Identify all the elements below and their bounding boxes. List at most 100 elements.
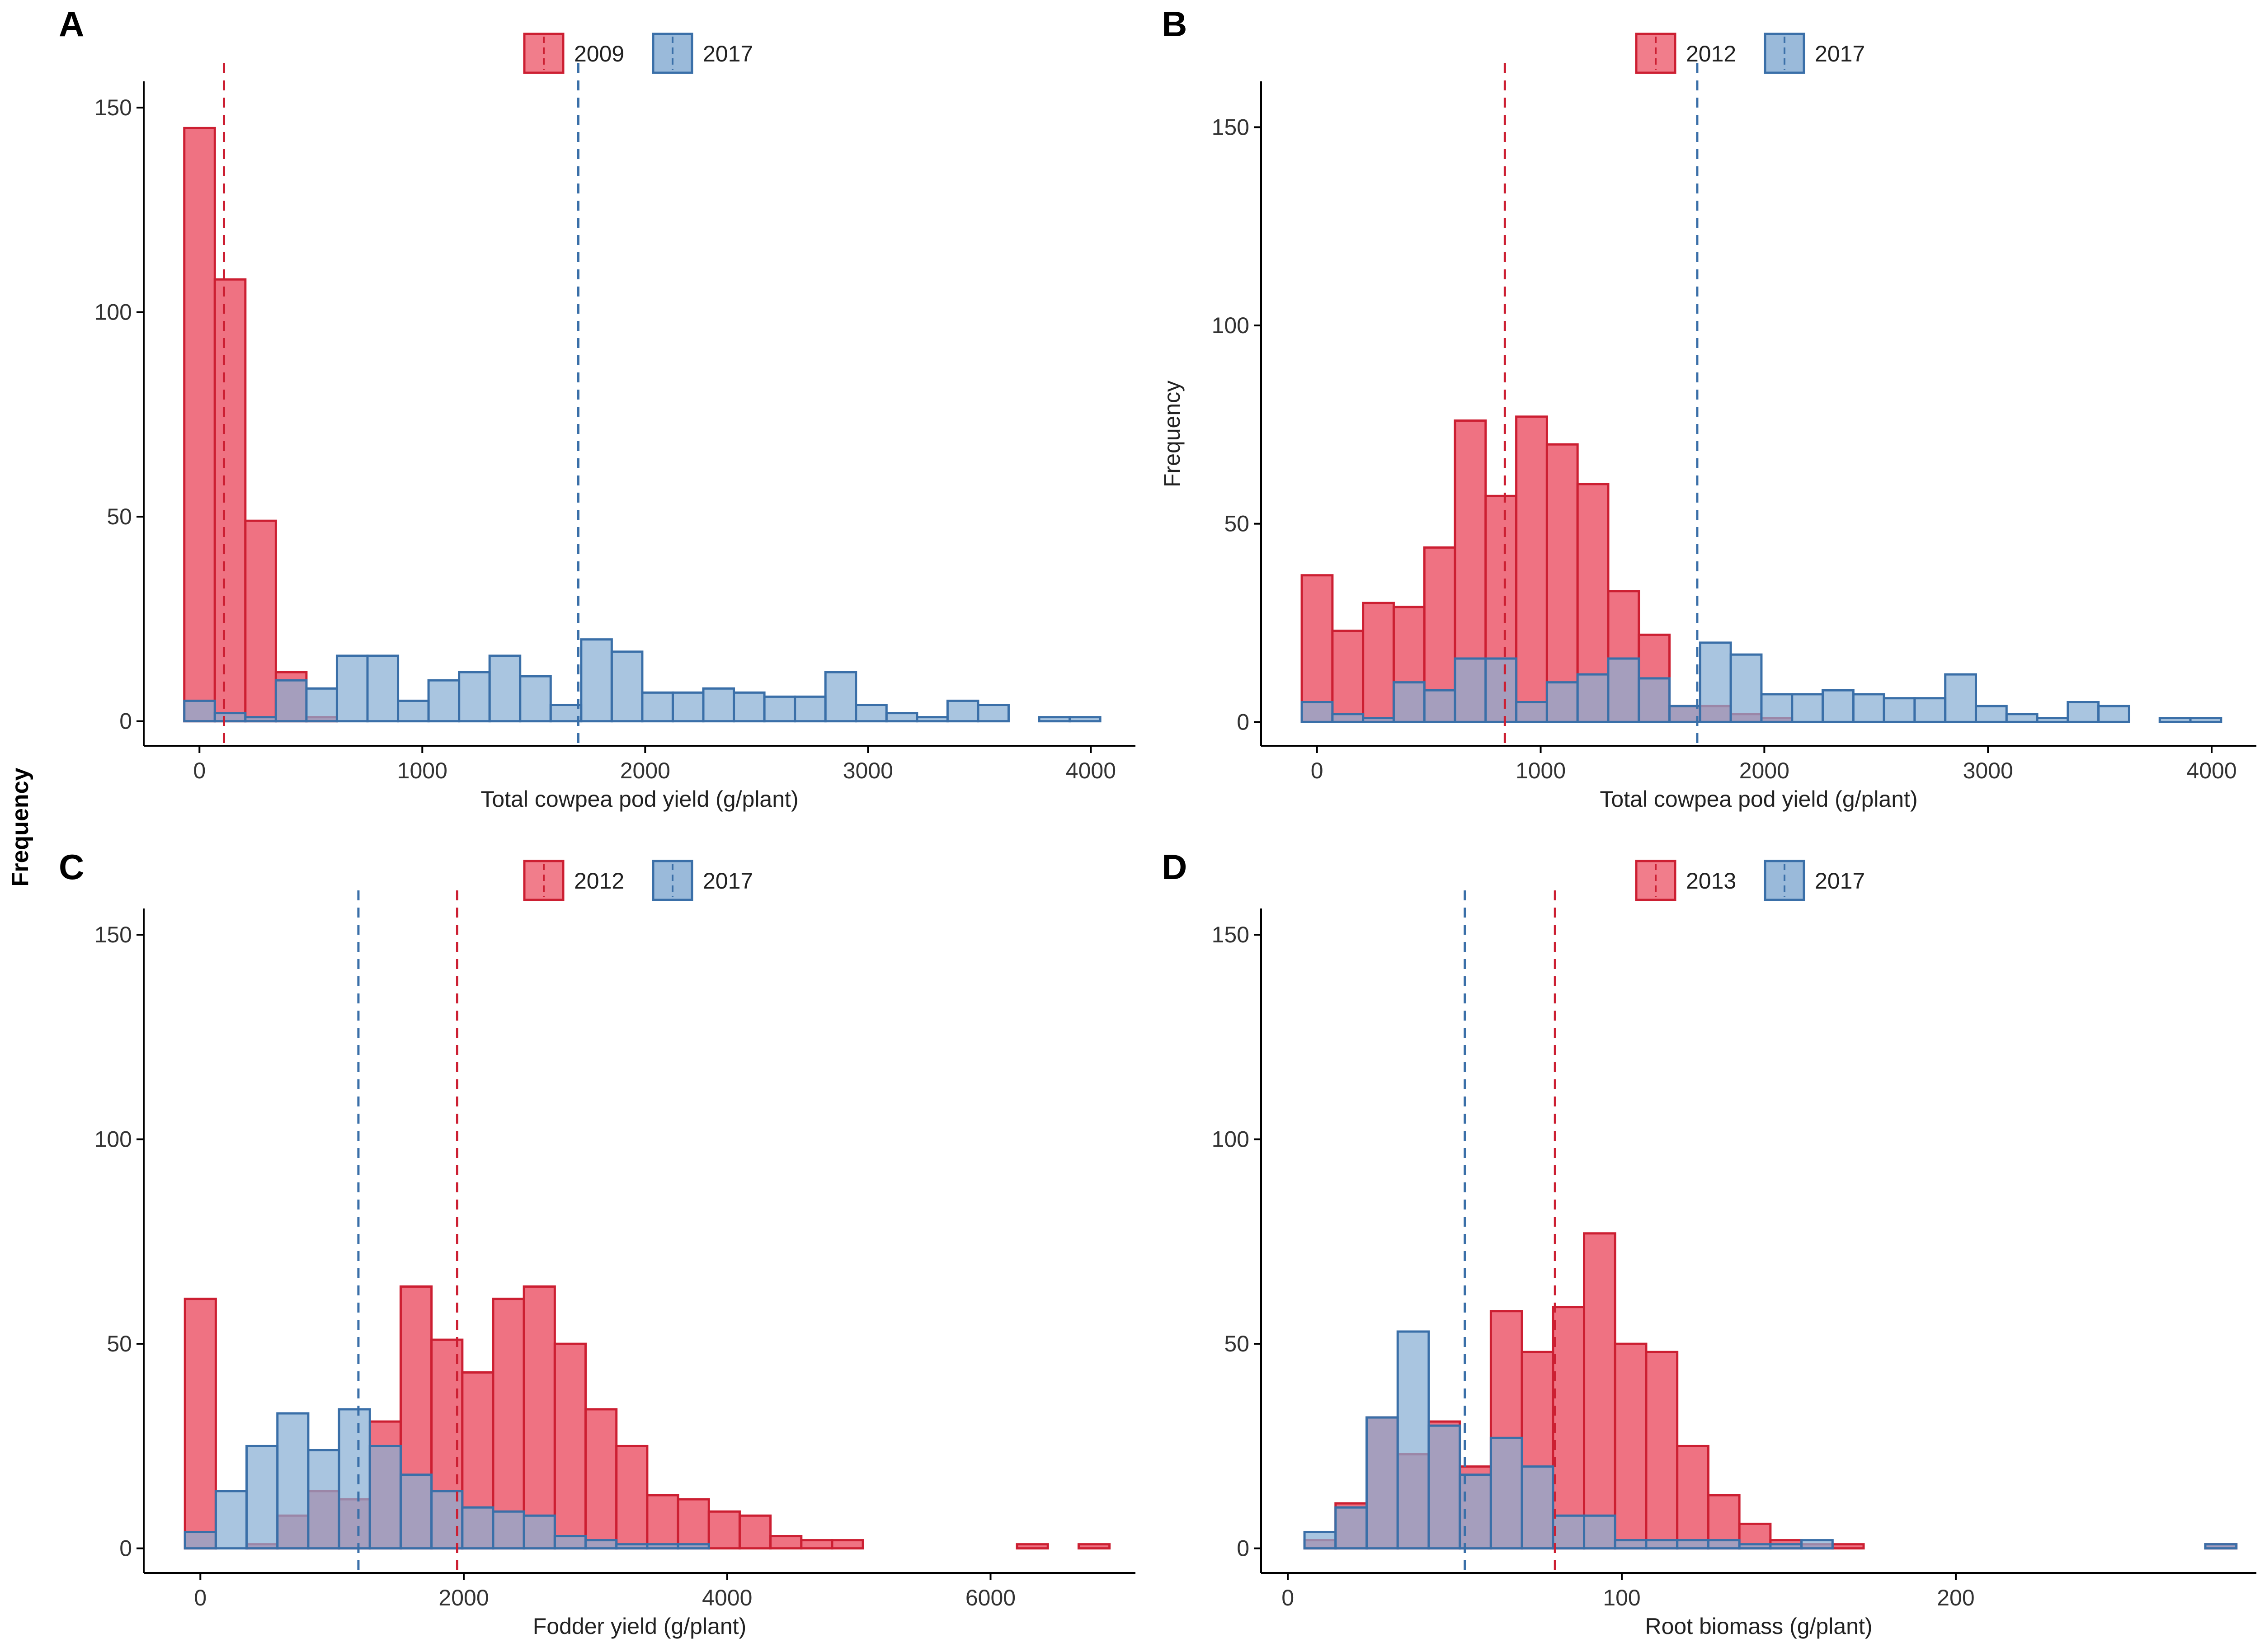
histogram-bar — [397, 699, 430, 723]
histogram-bar — [213, 278, 247, 723]
histogram-bar — [1645, 1539, 1679, 1550]
histogram-bar — [492, 1510, 525, 1550]
histogram-bar — [646, 1494, 679, 1550]
histogram-bar — [461, 1506, 494, 1550]
legend-label: 2012 — [574, 868, 624, 894]
histogram-bar — [1515, 415, 1548, 723]
legend-item-2009: 2009 — [523, 33, 624, 74]
histogram-bar — [213, 712, 247, 723]
histogram-bar — [488, 654, 522, 723]
legend-item-2017: 2017 — [1764, 860, 1865, 901]
histogram-bar — [946, 699, 979, 723]
x-tick-label: 1000 — [397, 758, 447, 783]
histogram-bar — [1707, 1539, 1741, 1550]
series-2017 — [1300, 641, 2222, 723]
histogram-bar — [368, 1445, 402, 1550]
y-tick-label: 0 — [119, 709, 132, 734]
histogram-bar — [671, 691, 705, 723]
x-tick-label: 2000 — [620, 758, 670, 783]
series-2009 — [183, 127, 338, 723]
y-axis-label: Frequency — [1159, 381, 1185, 487]
histogram-bar — [244, 716, 277, 723]
histogram-bar — [1676, 1445, 1709, 1550]
series-2017 — [1303, 1330, 2238, 1550]
histogram-bar — [2189, 717, 2222, 723]
y-tick-label: 100 — [94, 1127, 132, 1152]
y-tick-label: 150 — [94, 922, 132, 947]
histogram-bar — [615, 1543, 649, 1550]
legend-label: 2017 — [1815, 868, 1865, 894]
histogram-bar — [794, 695, 827, 723]
histogram-bar — [1791, 693, 1824, 723]
histogram-bar — [1423, 689, 1456, 723]
x-axis-label: Total cowpea pod yield (g/plant) — [1600, 786, 1917, 812]
histogram-bar — [183, 127, 216, 723]
histogram-bar — [610, 650, 644, 723]
histogram-bar — [1489, 1436, 1523, 1550]
histogram-bar — [2158, 717, 2192, 723]
x-axis-label: Root biomass (g/plant) — [1645, 1614, 1872, 1639]
x-tick-label: 4000 — [702, 1585, 752, 1610]
histogram-bar — [1738, 1543, 1772, 1550]
panel-d: D 0 50 100 150 0 100 200 Root biomass (g/plant) 2… — [1162, 847, 2256, 1639]
histogram-bar — [1545, 681, 1579, 723]
y-tick-label: 0 — [119, 1536, 132, 1561]
histogram-bar — [1365, 1416, 1399, 1550]
panel-letter: D — [1162, 847, 1187, 887]
y-tick-label: 150 — [1212, 922, 1249, 947]
histogram-bar — [916, 716, 949, 723]
histogram-bar — [1484, 657, 1518, 723]
series-2017 — [184, 1408, 710, 1550]
histogram-bar — [1944, 673, 1977, 723]
y-tick-label: 0 — [1237, 709, 1249, 734]
histogram-bar — [800, 1539, 833, 1550]
histogram-bar — [183, 699, 216, 723]
histogram-bar — [1607, 657, 1640, 723]
histogram-bar — [1303, 1530, 1337, 1550]
histogram-bar — [305, 687, 338, 723]
histogram-bar — [1331, 713, 1365, 723]
histogram-bar — [549, 703, 583, 723]
histogram-bar — [2067, 701, 2100, 723]
legend-label: 2017 — [703, 41, 753, 66]
legend-item-2012: 2012 — [523, 860, 624, 901]
histogram-bar — [1583, 1232, 1616, 1550]
legend-label: 2017 — [1815, 41, 1865, 66]
histogram-bar — [1392, 681, 1426, 723]
panel-letter: B — [1162, 4, 1187, 44]
histogram-bar — [519, 675, 552, 723]
histogram-bar — [763, 695, 796, 723]
histogram-bar — [1614, 1342, 1648, 1550]
histogram-bar — [1699, 641, 1732, 723]
panel-letter: A — [59, 4, 84, 44]
x-tick-label: 1000 — [1516, 758, 1566, 783]
histogram-bar — [1545, 443, 1579, 723]
histogram-bar — [707, 1510, 741, 1550]
histogram-bar — [646, 1543, 679, 1550]
histogram-bar — [1069, 716, 1102, 723]
y-tick-label: 50 — [1224, 1331, 1249, 1356]
histogram-bar — [1300, 574, 1334, 723]
histogram-bar — [831, 1539, 864, 1550]
legend: 2012 2017 — [523, 860, 753, 901]
histogram-bar — [214, 1490, 248, 1550]
shared-y-axis-label: Frequency — [7, 767, 33, 886]
legend-label: 2013 — [1686, 868, 1736, 894]
panel-b: B 0 50 100 150 0 1000 2000 3000 4000 Total cowpea … — [1159, 4, 2256, 812]
x-tick-label: 0 — [1281, 1585, 1294, 1610]
histogram-bar — [2097, 705, 2130, 723]
histogram-bar — [2204, 1543, 2238, 1550]
histogram-bar — [977, 703, 1010, 723]
x-tick-label: 3000 — [843, 758, 893, 783]
histogram-bar — [1427, 1424, 1461, 1550]
x-axis-label: Fodder yield (g/plant) — [533, 1614, 746, 1639]
histogram-bar — [1077, 1543, 1111, 1550]
x-tick-label: 200 — [1937, 1585, 1974, 1610]
y-tick-label: 100 — [1212, 313, 1249, 338]
histogram-bar — [1883, 697, 1916, 723]
histogram-bar — [1769, 1543, 1803, 1550]
x-tick-label: 0 — [1311, 758, 1323, 783]
